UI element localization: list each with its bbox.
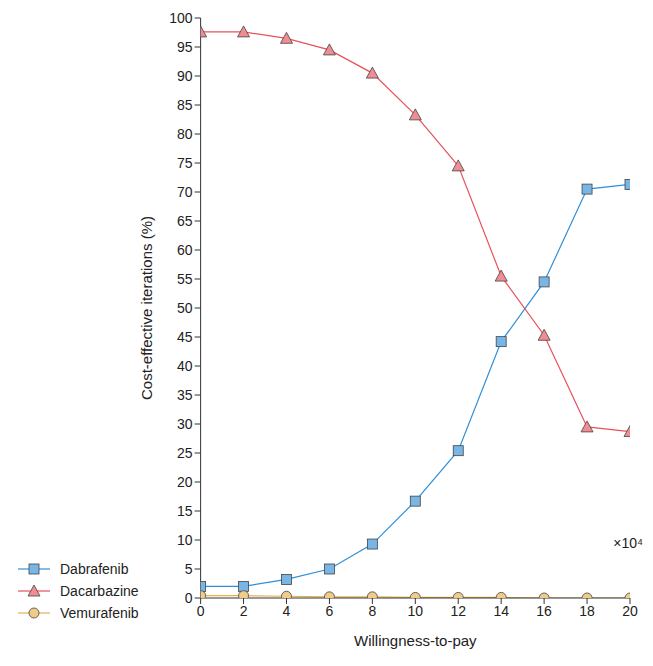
- svg-text:95: 95: [177, 39, 193, 55]
- svg-text:20: 20: [177, 474, 193, 490]
- html-text:Dabrafenib: Dabrafenib: [60, 561, 129, 577]
- svg-text:80: 80: [177, 126, 193, 142]
- svg-text:8: 8: [368, 603, 376, 619]
- html-text:×10⁴: ×10⁴: [613, 535, 643, 551]
- svg-text:60: 60: [177, 242, 193, 258]
- svg-text:70: 70: [177, 184, 193, 200]
- svg-text:30: 30: [177, 416, 193, 432]
- svg-text:50: 50: [177, 300, 193, 316]
- svg-text:20: 20: [622, 603, 638, 619]
- svg-text:10: 10: [177, 532, 193, 548]
- svg-text:90: 90: [177, 68, 193, 84]
- svg-text:12: 12: [450, 603, 466, 619]
- html-text:Vemurafenib: Vemurafenib: [60, 605, 139, 621]
- svg-text:16: 16: [536, 603, 552, 619]
- svg-text:10: 10: [408, 603, 424, 619]
- svg-text:75: 75: [177, 155, 193, 171]
- svg-text:40: 40: [177, 358, 193, 374]
- svg-text:Willingness-to-pay: Willingness-to-pay: [354, 632, 477, 649]
- svg-text:6: 6: [326, 603, 334, 619]
- svg-text:Cost-effective iterations (%): Cost-effective iterations (%): [138, 216, 155, 400]
- svg-text:35: 35: [177, 387, 193, 403]
- svg-text:85: 85: [177, 97, 193, 113]
- svg-text:18: 18: [579, 603, 595, 619]
- svg-text:4: 4: [283, 603, 291, 619]
- svg-text:65: 65: [177, 213, 193, 229]
- svg-text:14: 14: [493, 603, 509, 619]
- svg-text:45: 45: [177, 329, 193, 345]
- svg-text:25: 25: [177, 445, 193, 461]
- svg-text:2: 2: [240, 603, 248, 619]
- svg-text:55: 55: [177, 271, 193, 287]
- svg-text:15: 15: [177, 503, 193, 519]
- svg-text:0: 0: [185, 590, 193, 606]
- svg-text:0: 0: [197, 603, 205, 619]
- svg-text:100: 100: [169, 10, 193, 26]
- html-text:Dacarbazine: Dacarbazine: [60, 583, 139, 599]
- svg-text:5: 5: [185, 561, 193, 577]
